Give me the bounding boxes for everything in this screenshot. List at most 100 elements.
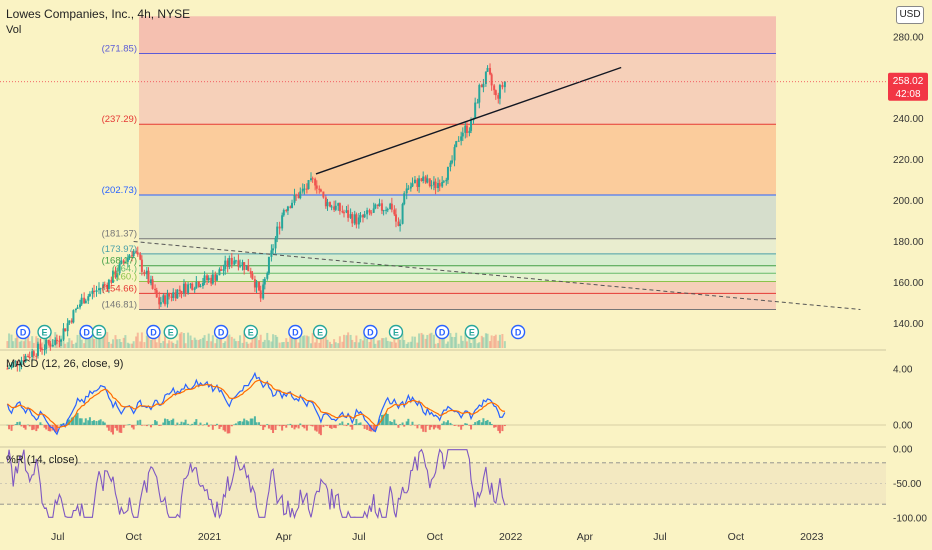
- candle: [409, 186, 412, 189]
- volume-bar: [424, 338, 427, 348]
- candle: [43, 349, 46, 351]
- candle: [139, 254, 142, 260]
- candle: [47, 339, 50, 344]
- macd-histogram-bar: [361, 424, 364, 426]
- candle: [501, 85, 504, 88]
- candle: [438, 183, 441, 187]
- candle: [428, 178, 431, 186]
- volume-bar: [303, 335, 306, 348]
- candle: [416, 179, 419, 187]
- macd-histogram-bar: [470, 424, 473, 430]
- volume-bar: [289, 336, 292, 348]
- macd-histogram-bar: [22, 424, 25, 428]
- macd-histogram-bar: [432, 424, 435, 430]
- volume-bar: [413, 336, 416, 348]
- currency-button[interactable]: USD: [896, 6, 924, 24]
- dashed-trendline: [133, 241, 861, 311]
- macd-histogram-bar: [338, 423, 341, 425]
- macd-histogram-bar: [41, 424, 44, 425]
- candle: [122, 260, 125, 263]
- candle: [170, 296, 173, 298]
- volume-bar: [445, 343, 448, 348]
- macd-histogram-bar: [184, 419, 187, 425]
- willr-tick-label: -50.00: [893, 479, 922, 490]
- volume-bar: [168, 340, 171, 348]
- macd-histogram-bar: [39, 422, 42, 425]
- candle: [498, 85, 501, 99]
- volume-bar: [6, 341, 9, 348]
- macd-histogram-bar: [258, 422, 261, 425]
- macd-histogram-bar: [293, 424, 296, 430]
- candle: [149, 279, 152, 284]
- volume-bar: [432, 334, 435, 348]
- macd-histogram-bar: [368, 424, 371, 432]
- macd-histogram-bar: [206, 422, 209, 425]
- volume-bar: [88, 333, 91, 348]
- volume-bar: [482, 337, 485, 348]
- volume-bar: [357, 342, 360, 348]
- macd-histogram-bar: [107, 424, 110, 431]
- volume-bar: [62, 334, 65, 348]
- volume-bar: [255, 336, 258, 348]
- volume-bar: [385, 337, 388, 348]
- volume-bar: [359, 338, 362, 348]
- willr-band: [0, 462, 886, 505]
- volume-bar: [307, 336, 310, 348]
- candle: [166, 293, 169, 305]
- macd-histogram-bar: [214, 424, 217, 426]
- candle: [214, 274, 217, 281]
- event-label: D: [20, 328, 27, 338]
- volume-bar: [120, 342, 123, 348]
- macd-histogram-bar: [468, 424, 471, 426]
- candle: [486, 67, 489, 72]
- macd-histogram-bar: [333, 424, 336, 428]
- candle: [147, 270, 150, 284]
- macd-histogram-bar: [445, 422, 448, 425]
- candle: [18, 365, 21, 367]
- macd-histogram-bar: [176, 422, 179, 425]
- volume-bar: [403, 340, 406, 348]
- volume-bar: [215, 338, 218, 348]
- x-tick-label: Oct: [125, 531, 141, 543]
- macd-legend[interactable]: MACD (12, 26, close, 9): [6, 358, 124, 370]
- macd-histogram-bar: [149, 424, 152, 428]
- volume-bar: [83, 343, 86, 348]
- volume-bar: [411, 336, 414, 348]
- volume-bar: [182, 333, 185, 348]
- volume-bar: [31, 336, 34, 348]
- candle: [84, 300, 87, 304]
- candle: [351, 214, 354, 224]
- macd-histogram-bar: [230, 424, 233, 427]
- volume-bar: [476, 343, 479, 348]
- macd-histogram-bar: [372, 424, 375, 432]
- macd-histogram-bar: [359, 422, 362, 425]
- macd-histogram-bar: [118, 424, 121, 433]
- fib-level-label: (237.29): [102, 114, 137, 125]
- candle: [337, 203, 340, 206]
- volume-bar: [409, 341, 412, 348]
- volume-bar: [293, 337, 296, 348]
- volume-bar: [176, 340, 179, 348]
- macd-histogram-bar: [501, 424, 504, 432]
- candle: [413, 179, 416, 184]
- volume-bar: [239, 335, 242, 348]
- candle: [159, 302, 162, 305]
- volume-bar: [24, 334, 27, 348]
- volume-bar: [464, 332, 467, 348]
- macd-histogram-bar: [345, 424, 348, 427]
- dividend-marker: [288, 324, 303, 340]
- candle: [32, 351, 35, 356]
- volume-bar: [49, 335, 52, 348]
- candle: [102, 284, 105, 289]
- candle: [66, 323, 69, 332]
- macd-histogram-bar: [99, 419, 102, 425]
- candle: [162, 295, 165, 303]
- volume-bar: [58, 340, 61, 348]
- candle: [476, 102, 479, 104]
- willr-legend[interactable]: %R (14, close): [6, 454, 79, 466]
- macd-histogram-bar: [126, 424, 129, 426]
- candle: [442, 181, 445, 183]
- macd-histogram-bar: [474, 422, 477, 425]
